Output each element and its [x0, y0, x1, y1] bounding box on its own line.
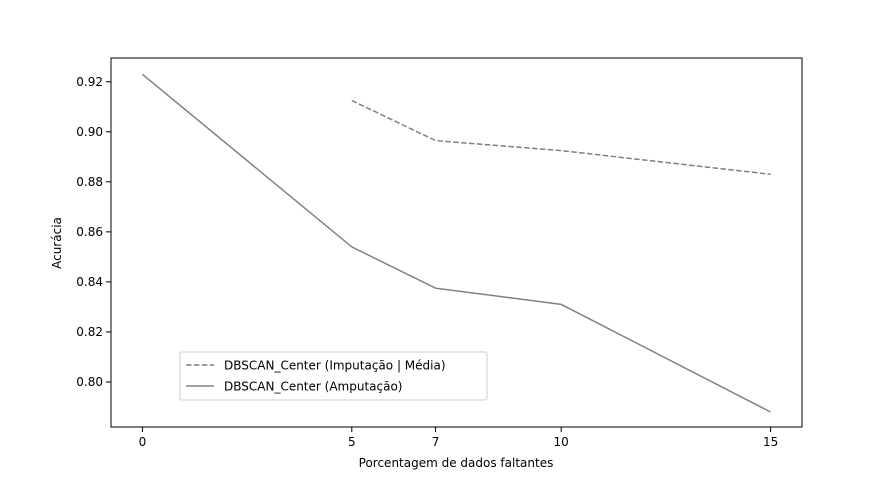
legend: DBSCAN_Center (Imputação | Média) DBSCAN_…	[179, 351, 488, 401]
series-line-imputacao	[351, 99, 771, 176]
y-tick-label: 0.80	[76, 375, 103, 389]
x-tick-label: 0	[139, 435, 147, 449]
legend-label: DBSCAN_Center (Amputação)	[224, 380, 402, 394]
series-line-amputacao	[141, 73, 771, 413]
y-tick-label: 0.82	[76, 325, 103, 339]
x-tick-label: 15	[763, 435, 778, 449]
x-axis-title: Porcentagem de dados faltantes	[359, 456, 554, 470]
series-layer	[141, 73, 771, 413]
y-tick-label: 0.86	[76, 225, 103, 239]
y-tick-label: 0.84	[76, 275, 103, 289]
legend-box	[179, 351, 488, 401]
x-tick-label: 5	[348, 435, 356, 449]
plot-frame	[110, 57, 803, 428]
y-tick-label: 0.88	[76, 175, 103, 189]
y-tick-label: 0.92	[76, 75, 103, 89]
x-axis: 0 5 7 10 15	[139, 427, 778, 449]
y-axis: 0.80 0.82 0.84 0.86 0.88 0.90 0.92	[76, 75, 111, 389]
x-tick-label: 10	[554, 435, 569, 449]
legend-label: DBSCAN_Center (Imputação | Média)	[224, 359, 446, 373]
x-tick-label: 7	[432, 435, 440, 449]
y-axis-title: Acurácia	[50, 217, 64, 269]
y-tick-label: 0.90	[76, 125, 103, 139]
